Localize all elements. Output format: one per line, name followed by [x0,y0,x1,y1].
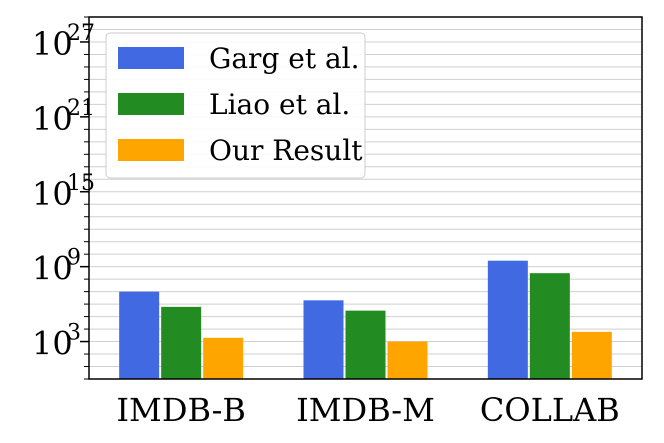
bar [487,260,528,379]
bar [387,341,428,379]
legend-swatch [118,47,184,69]
bar [345,310,386,379]
bar [529,273,570,379]
y-tick-base: 10 [32,250,73,288]
legend-label: Our Result [209,134,363,167]
y-tick-exponent: 15 [67,171,95,196]
x-tick-label: COLLAB [480,391,620,429]
x-tick-label: IMDB-B [116,391,246,429]
bars [119,260,612,379]
y-tick-exponent: 9 [67,246,81,271]
legend-swatch [118,93,184,115]
x-tick-label: IMDB-M [296,391,435,429]
bar [571,331,612,379]
bar [161,306,202,379]
y-tick-base: 10 [32,100,73,138]
bar [203,337,244,379]
y-tick-base: 10 [32,175,73,213]
legend-label: Garg et al. [209,42,360,75]
x-axis-ticks: IMDB-B IMDB-M COLLAB [116,391,619,429]
plot-frame [88,16,643,380]
y-tick-label: 109 [32,246,81,288]
y-tick-label: 103 [32,321,81,363]
legend-swatch [118,139,184,161]
y-tick-base: 10 [32,25,73,63]
y-tick-exponent: 21 [67,96,95,121]
bar [303,300,344,379]
bar [119,291,160,379]
y-tick-exponent: 3 [67,321,81,346]
y-tick-exponent: 27 [67,21,95,46]
y-tick-base: 10 [32,325,73,363]
legend-label: Liao et al. [209,88,350,121]
legend: Garg et al. Liao et al. Our Result [105,32,366,179]
